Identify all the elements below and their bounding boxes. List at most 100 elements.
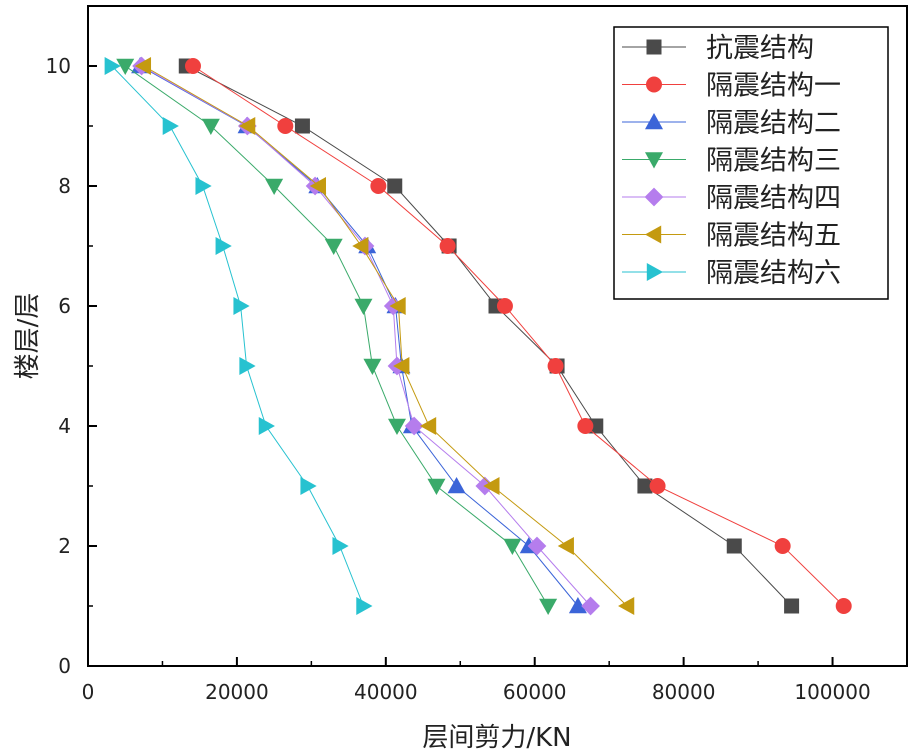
x-tick-label: 60000 — [503, 680, 567, 704]
series-line — [124, 65, 549, 607]
legend-item: 隔震结构六 — [622, 258, 841, 289]
data-point — [258, 417, 275, 435]
data-point — [387, 178, 403, 194]
legend-label: 抗震结构 — [706, 33, 814, 64]
data-point — [324, 238, 343, 255]
data-point — [503, 538, 522, 555]
data-point — [568, 597, 587, 614]
data-point — [557, 537, 574, 555]
data-point — [637, 478, 653, 494]
data-point — [387, 418, 406, 435]
data-point — [581, 596, 600, 616]
data-point — [726, 538, 742, 554]
data-point — [427, 478, 446, 495]
y-tick-label: 8 — [58, 174, 71, 198]
data-point — [447, 477, 466, 494]
x-axis-title: 层间剪力/KN — [422, 723, 571, 753]
y-tick-label: 2 — [58, 534, 71, 558]
data-point — [300, 477, 317, 495]
legend-item: 隔震结构三 — [622, 146, 841, 177]
x-tick-label: 40000 — [354, 680, 418, 704]
series-line — [192, 65, 845, 607]
data-point — [370, 178, 387, 194]
data-point — [201, 118, 220, 135]
y-tick-label: 0 — [58, 654, 71, 678]
data-point — [483, 477, 500, 495]
x-tick-label: 0 — [82, 680, 95, 704]
legend-marker — [646, 263, 663, 281]
legend-label: 隔震结构一 — [706, 71, 841, 102]
series-layer — [104, 56, 852, 616]
y-tick-label: 6 — [58, 294, 71, 318]
data-point — [356, 597, 373, 615]
legend-item: 隔震结构二 — [622, 108, 841, 139]
series-line — [143, 65, 628, 607]
data-point — [352, 237, 369, 255]
data-point — [420, 417, 437, 435]
legend-item: 隔震结构四 — [622, 183, 841, 214]
series-2 — [184, 58, 852, 614]
data-point — [577, 418, 594, 434]
legend-marker — [645, 113, 663, 130]
legend-box — [613, 26, 889, 300]
legend-item: 隔震结构五 — [622, 221, 841, 252]
data-point — [618, 597, 635, 615]
data-point — [774, 538, 791, 554]
data-point — [265, 178, 284, 195]
plot-frame — [87, 5, 908, 667]
series-line — [139, 65, 579, 607]
series-line — [186, 65, 792, 607]
series-line — [111, 65, 364, 607]
legend-label: 隔震结构三 — [706, 146, 841, 177]
data-point — [393, 357, 410, 375]
series-7 — [104, 57, 373, 615]
legend-item: 抗震结构 — [622, 33, 814, 64]
x-tick-label: 20000 — [205, 680, 269, 704]
legend-marker — [645, 152, 663, 169]
data-point — [649, 478, 666, 494]
y-tick-label: 10 — [46, 54, 71, 78]
data-point — [104, 57, 121, 75]
data-point — [539, 598, 558, 615]
y-tick-label: 4 — [58, 414, 71, 438]
legend-marker — [644, 187, 664, 207]
data-point — [277, 118, 294, 134]
data-point — [215, 237, 232, 255]
legend-label: 隔震结构四 — [706, 183, 841, 214]
legend-label: 隔震结构二 — [706, 108, 841, 139]
data-point — [116, 58, 135, 75]
data-point — [332, 537, 349, 555]
data-point — [363, 358, 382, 375]
data-point — [404, 416, 424, 436]
data-point — [239, 357, 256, 375]
data-point — [184, 58, 201, 74]
series-line — [141, 65, 591, 607]
data-point — [195, 177, 212, 195]
data-point — [162, 117, 179, 135]
series-6 — [134, 57, 635, 615]
data-point — [389, 297, 406, 315]
data-point — [439, 238, 456, 254]
x-tick-label: 80000 — [652, 680, 716, 704]
legend-marker — [645, 225, 662, 244]
axis-ticks: 0 20000 40000 60000 80000 100000 0 2 4 6 8 10 — [46, 5, 871, 704]
data-point — [294, 118, 310, 134]
legend-label: 隔震结构五 — [706, 221, 841, 252]
data-point — [835, 598, 852, 614]
data-point — [239, 117, 256, 135]
legend-item: 隔震结构一 — [622, 71, 841, 102]
data-point — [496, 298, 513, 314]
data-point — [784, 598, 800, 614]
series-4 — [116, 58, 558, 615]
legend-marker — [646, 76, 662, 93]
data-point — [354, 298, 373, 315]
series-3 — [131, 57, 587, 614]
legend-marker — [646, 39, 662, 55]
x-tick-label: 100000 — [794, 680, 870, 704]
data-point — [527, 536, 547, 556]
data-point — [309, 177, 327, 195]
data-point — [233, 297, 250, 315]
data-point — [547, 358, 564, 374]
